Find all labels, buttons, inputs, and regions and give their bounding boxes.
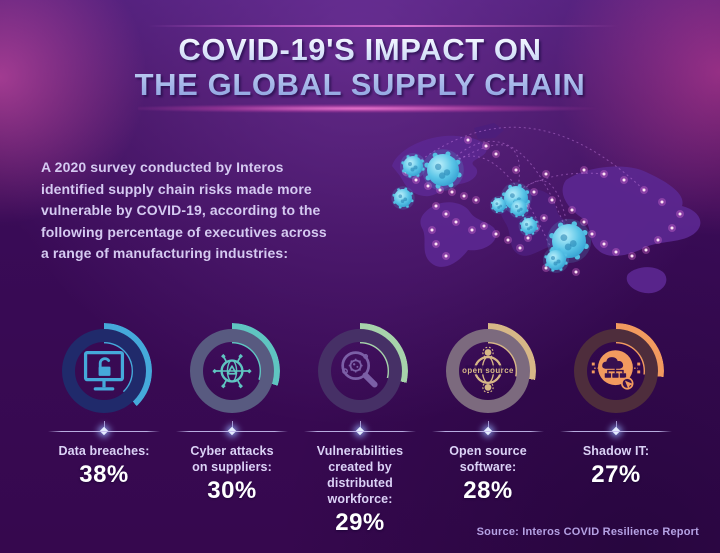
landmass-asia (562, 166, 701, 256)
world-map-graphic (391, 123, 701, 294)
map-decorations (391, 136, 684, 276)
landmass-greenland (474, 123, 504, 139)
donut-chart-data-breaches (56, 323, 152, 419)
risk-percentage: 30% (207, 477, 257, 504)
donut-chart-cyber-attacks (184, 323, 280, 419)
risk-label: Open source software: (449, 444, 527, 474)
virus-cluster-icon (489, 195, 509, 215)
intro-line: identified supply chain risks made more (41, 180, 312, 197)
risk-percentage: 27% (591, 461, 641, 488)
risk-card-distributed-workforce: Vulnerabilities created by distributed w… (296, 323, 424, 537)
landmass-australia (626, 267, 667, 294)
page-title-line2: THE GLOBAL SUPPLY CHAIN (134, 67, 586, 102)
shadow-it-cloud-icon (568, 323, 664, 419)
label-connector (304, 421, 416, 440)
landmass-south-america (420, 202, 497, 267)
donut-chart-distributed-workforce (312, 323, 408, 419)
donut-chart-shadow-it (568, 323, 664, 419)
network-globe-icon (184, 323, 280, 419)
intro-text: A 2020 survey conducted by Interos ident… (41, 157, 381, 265)
intro-line: A 2020 survey conducted by Interos (41, 159, 284, 175)
magnifier-virus-icon (312, 323, 408, 419)
source-credit: Source: Interos COVID Resilience Report (476, 526, 699, 538)
risk-card-data-breaches: Data breaches: 38% (40, 323, 168, 537)
donut-chart-open-source: open source (440, 323, 536, 419)
risk-label: Data breaches: (58, 444, 150, 458)
virus-cluster-icon (546, 218, 592, 264)
intro-line: a range of manufacturing industries: (41, 245, 289, 261)
intro-line: following percentage of executives acros… (41, 223, 327, 240)
svg-text:open source: open source (462, 366, 514, 375)
label-connector (48, 421, 160, 440)
virus-cluster-icon (518, 215, 540, 237)
page-title-line1: COVID-19'S IMPACT ON (178, 32, 542, 67)
virus-cluster-icon (400, 153, 426, 179)
risk-label: Cyber attacks on suppliers: (190, 444, 274, 474)
label-connector (176, 421, 288, 440)
virus-cluster-icon (391, 186, 415, 210)
title-underline-glow (138, 104, 598, 113)
open-source-icon: open source (440, 323, 536, 419)
risk-label: Shadow IT: (582, 444, 650, 458)
page-title: COVID-19'S IMPACT ON THE GLOBAL SUPPLY C… (0, 32, 720, 102)
risk-cards-row: Data breaches: 38% (40, 323, 680, 537)
risk-card-cyber-attacks: Cyber attacks on suppliers: 30% (168, 323, 296, 537)
risk-percentage: 28% (463, 477, 513, 504)
top-divider-line (148, 25, 618, 27)
label-connector (560, 421, 672, 440)
risk-percentage: 29% (335, 509, 385, 536)
intro-line: vulnerable by COVID-19, according to the (41, 202, 321, 218)
monitor-unlock-icon (56, 323, 152, 419)
risk-card-open-source: open source Open source software: 28% (424, 323, 552, 537)
label-connector (432, 421, 544, 440)
virus-cluster-icon (422, 149, 464, 191)
virus-cluster-icon (543, 247, 569, 273)
risk-card-shadow-it: Shadow IT: 27% (552, 323, 680, 537)
risk-percentage: 38% (79, 461, 129, 488)
risk-label: Vulnerabilities created by distributed w… (316, 444, 404, 506)
virus-cluster-icon (508, 197, 530, 219)
